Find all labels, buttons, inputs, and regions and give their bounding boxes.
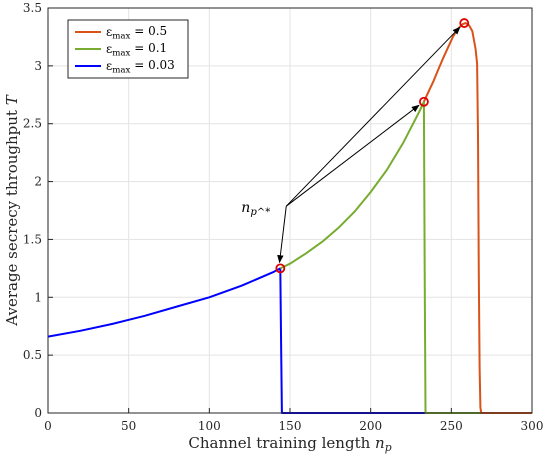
annotation: np^* bbox=[241, 26, 461, 264]
y-tick-label: 3 bbox=[34, 59, 42, 73]
grid bbox=[47, 7, 533, 414]
y-tick-label: 0.5 bbox=[23, 348, 42, 362]
y-axis-label: Average secrecy throughput T bbox=[3, 94, 21, 326]
x-tick-label: 150 bbox=[279, 419, 302, 433]
x-tick-label: 0 bbox=[44, 419, 52, 433]
x-axis-label: Channel training length np bbox=[188, 434, 391, 454]
annotation-arrow bbox=[285, 26, 461, 207]
series-line-3 bbox=[47, 267, 532, 414]
legend-label: εmax = 0.5 bbox=[106, 24, 167, 42]
legend-label: εmax = 0.1 bbox=[106, 41, 167, 59]
series-line-2 bbox=[279, 100, 532, 414]
x-tick-label: 250 bbox=[440, 419, 463, 433]
y-tick-label: 2.5 bbox=[23, 117, 42, 131]
annotation-arrow bbox=[285, 104, 420, 207]
legend-label: εmax = 0.03 bbox=[106, 58, 175, 76]
y-tick-label: 1.5 bbox=[23, 232, 42, 246]
optimal-point-marker bbox=[275, 263, 286, 274]
optimal-point-markers bbox=[275, 18, 470, 274]
x-tick-label: 50 bbox=[121, 419, 136, 433]
x-tick-label: 200 bbox=[359, 419, 382, 433]
annotation-arrow bbox=[277, 206, 287, 264]
y-tick-label: 0 bbox=[34, 406, 42, 420]
y-tick-label: 2 bbox=[34, 175, 42, 189]
x-tick-label: 100 bbox=[198, 419, 221, 433]
annotation-label: np^* bbox=[241, 200, 270, 218]
y-tick-label: 1 bbox=[34, 290, 42, 304]
optimal-point-marker bbox=[459, 18, 470, 28]
x-tick-label: 300 bbox=[521, 419, 544, 433]
axis-ticks: 0 50 100 150 200 250 300 0 0.5 1 1.5 2 2.5 3 3.5 bbox=[23, 1, 544, 433]
y-tick-label: 3.5 bbox=[23, 1, 42, 15]
optimal-point-marker bbox=[419, 96, 429, 107]
series-line-1 bbox=[422, 22, 532, 414]
